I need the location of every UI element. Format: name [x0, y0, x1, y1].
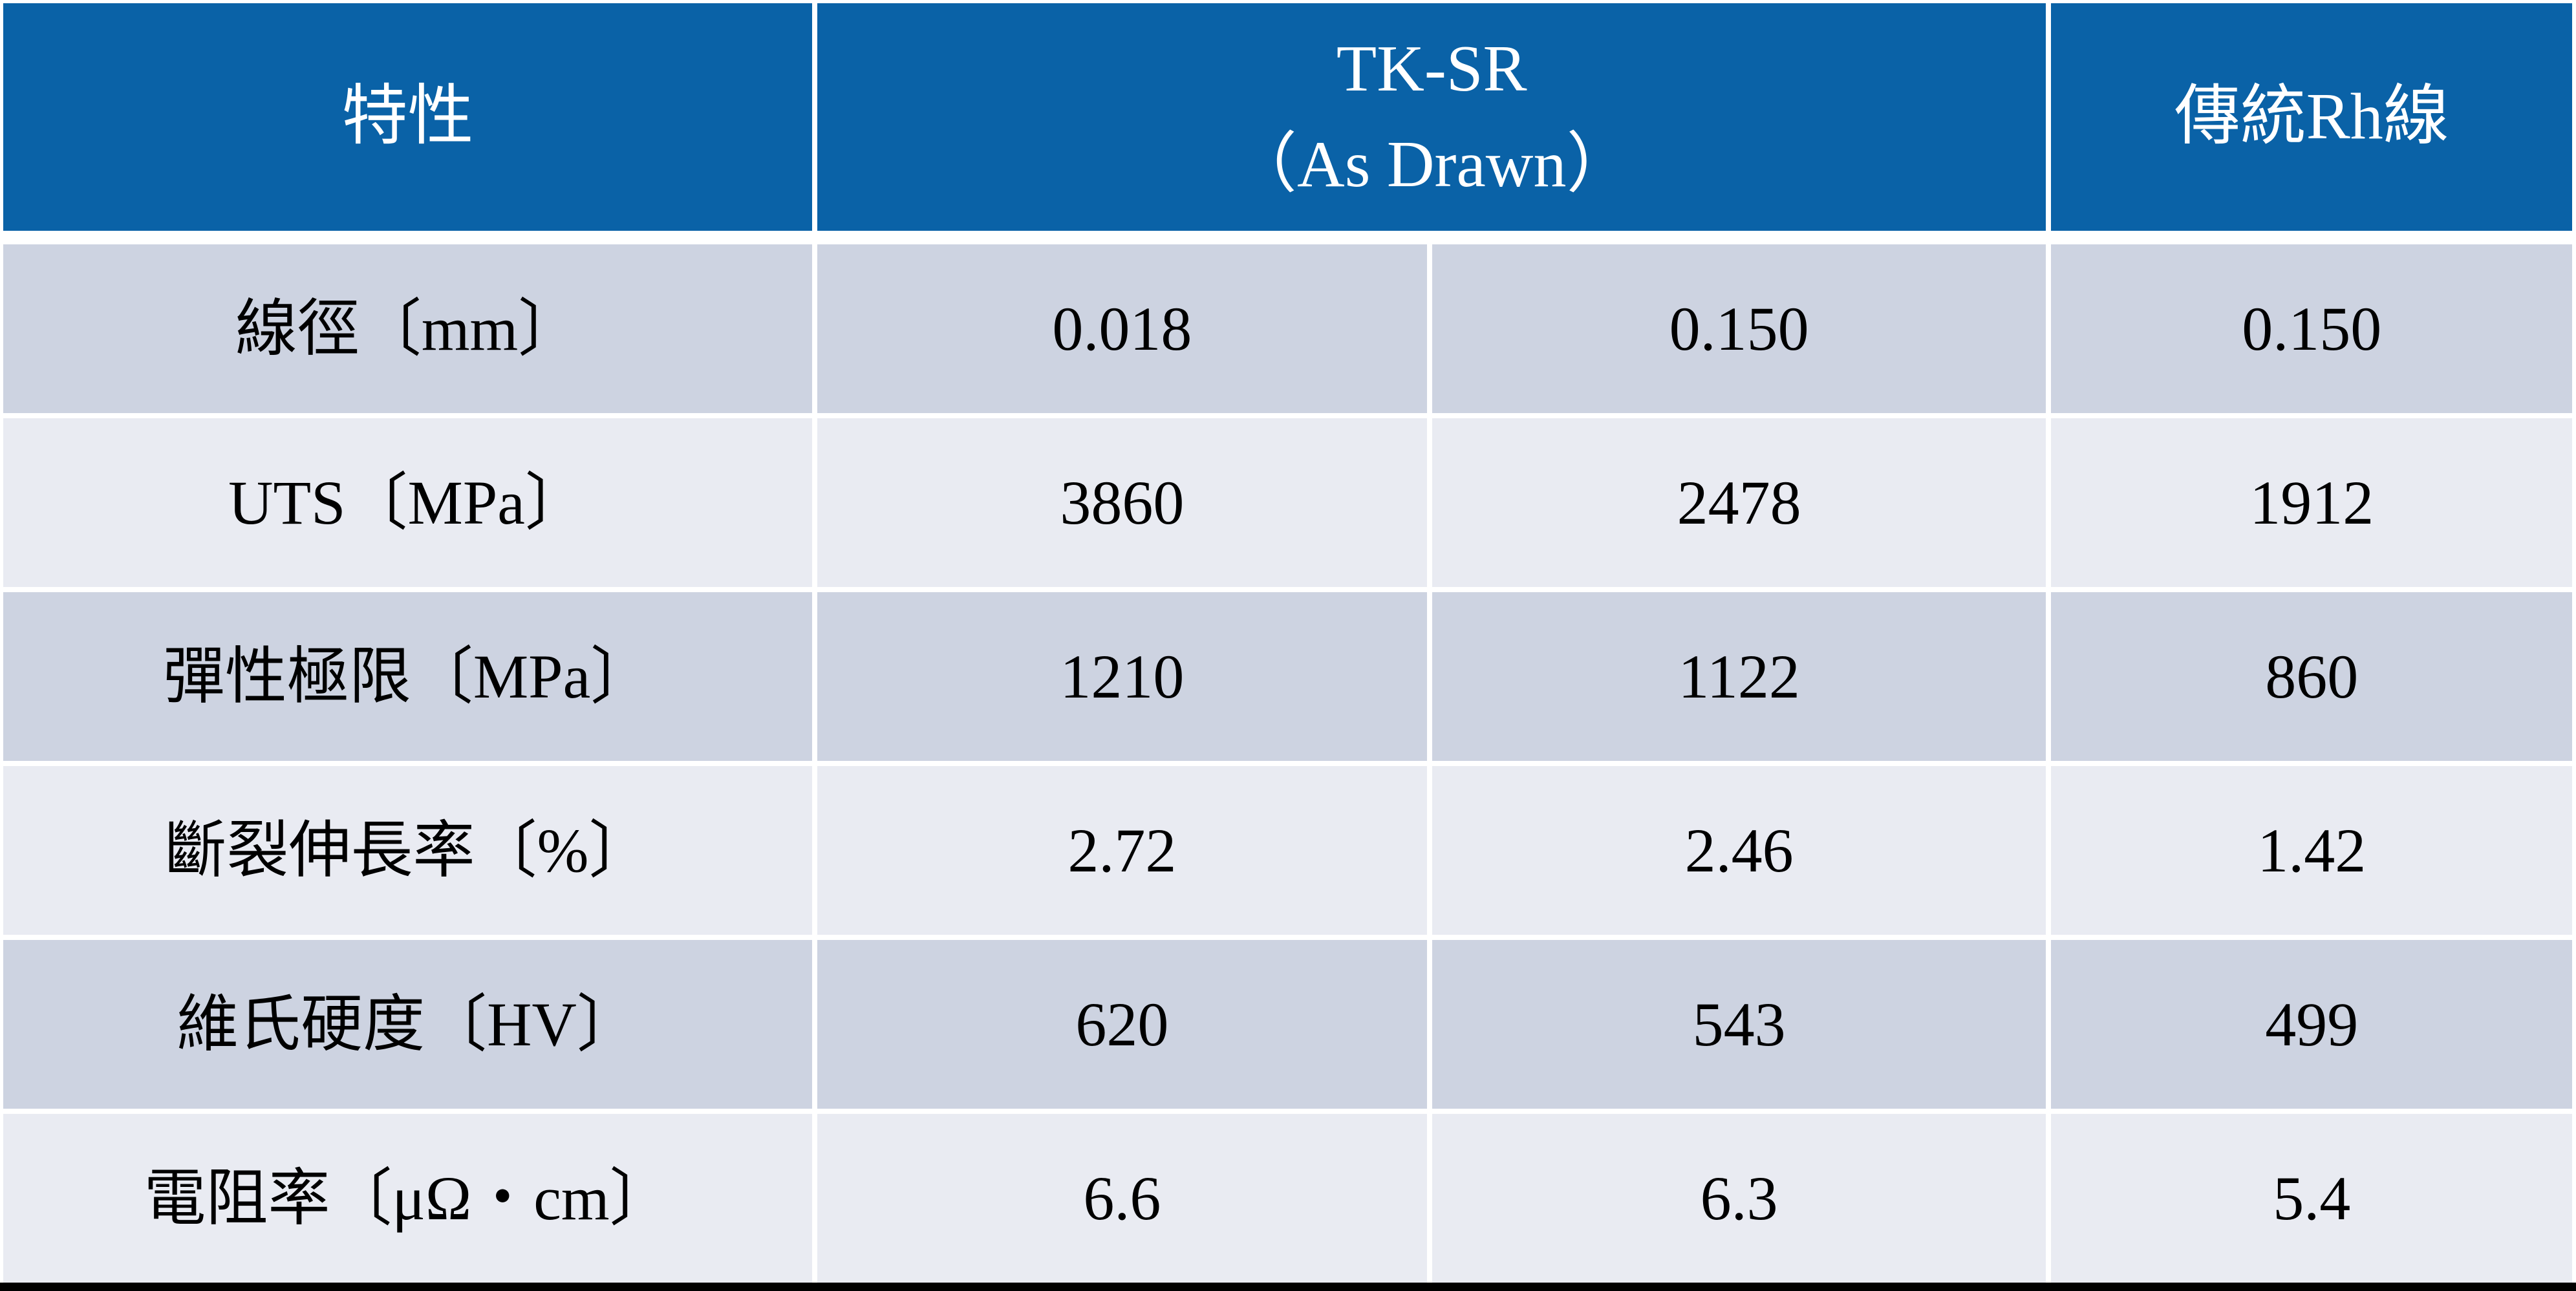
value-cell: 1122 — [1432, 592, 2046, 761]
row-label-cell: 電阻率〔μΩ・cm〕 — [3, 1114, 813, 1283]
header-tksr-subtitle: （As Drawn） — [1231, 128, 1633, 201]
row-label-cell: UTS〔MPa〕 — [3, 418, 813, 587]
header-cell-feature: 特性 — [3, 3, 813, 231]
value-cell: 6.3 — [1432, 1114, 2046, 1283]
header-cell-tksr: TK-SR （As Drawn） — [817, 3, 2046, 231]
row-label-cell: 維氏硬度〔HV〕 — [3, 940, 813, 1109]
value-cell: 0.150 — [2051, 244, 2572, 413]
value-cell: 0.150 — [1432, 244, 2046, 413]
bottom-border-bar — [0, 1283, 2576, 1291]
value-cell: 620 — [817, 940, 1427, 1109]
header-cell-rh: 傳統Rh線 — [2051, 3, 2572, 231]
value-cell: 5.4 — [2051, 1114, 2572, 1283]
value-cell: 2.46 — [1432, 766, 2046, 935]
value-cell: 6.6 — [817, 1114, 1427, 1283]
value-cell: 1.42 — [2051, 766, 2572, 935]
row-label-cell: 彈性極限〔MPa〕 — [3, 592, 813, 761]
value-cell: 860 — [2051, 592, 2572, 761]
row-label-cell: 斷裂伸長率〔%〕 — [3, 766, 813, 935]
row-label-cell: 線徑〔mm〕 — [3, 244, 813, 413]
value-cell: 499 — [2051, 940, 2572, 1109]
value-cell: 1912 — [2051, 418, 2572, 587]
value-cell: 0.018 — [817, 244, 1427, 413]
table-grid: 特性 TK-SR （As Drawn） 傳統Rh線 線徑〔mm〕 0.018 0… — [3, 3, 2572, 1283]
header-tksr-title: TK-SR — [1336, 32, 1527, 106]
value-cell: 543 — [1432, 940, 2046, 1109]
value-cell: 2478 — [1432, 418, 2046, 587]
value-cell: 2.72 — [817, 766, 1427, 935]
value-cell: 1210 — [817, 592, 1427, 761]
value-cell: 3860 — [817, 418, 1427, 587]
